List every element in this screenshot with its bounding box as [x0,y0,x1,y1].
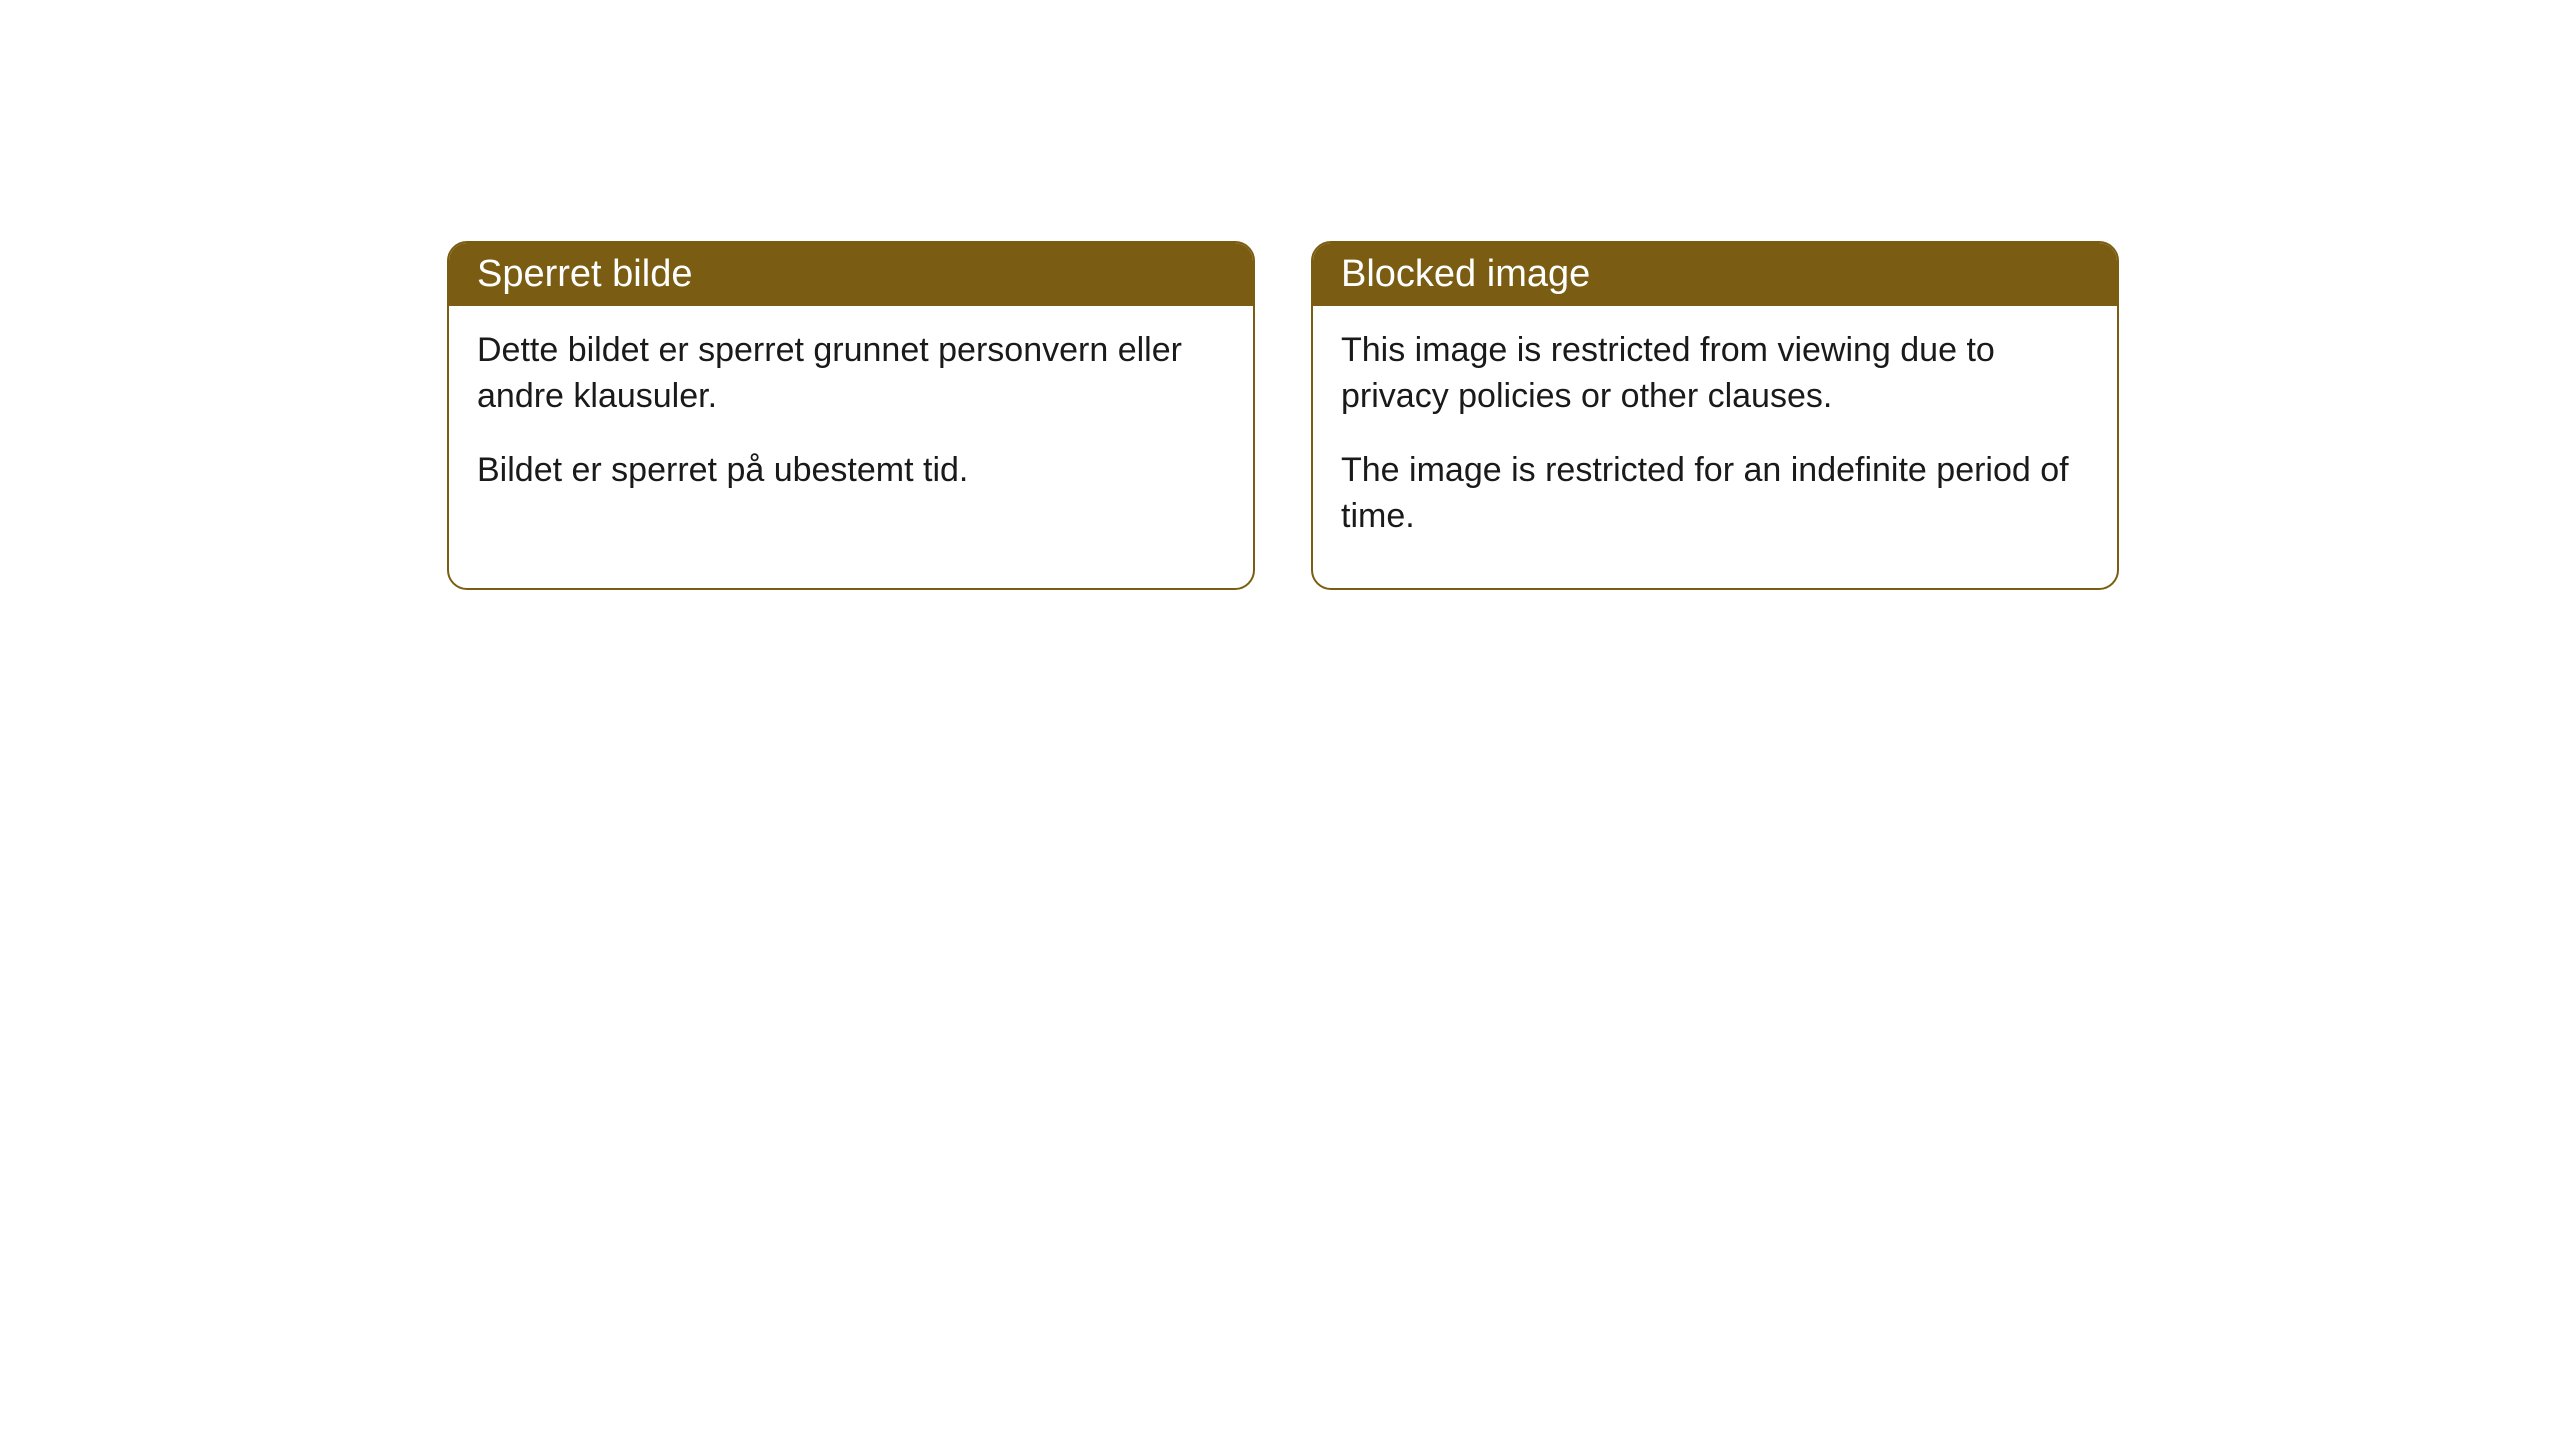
notice-card-norwegian: Sperret bilde Dette bildet er sperret gr… [447,241,1255,590]
card-title: Blocked image [1341,253,1590,295]
card-body: This image is restricted from viewing du… [1313,306,2117,588]
card-header: Sperret bilde [449,243,1253,306]
notice-card-english: Blocked image This image is restricted f… [1311,241,2119,590]
card-body: Dette bildet er sperret grunnet personve… [449,306,1253,542]
card-paragraph: Bildet er sperret på ubestemt tid. [477,448,1225,494]
card-paragraph: This image is restricted from viewing du… [1341,328,2089,420]
card-title: Sperret bilde [477,253,692,295]
notice-cards-container: Sperret bilde Dette bildet er sperret gr… [447,241,2119,590]
card-paragraph: The image is restricted for an indefinit… [1341,448,2089,540]
card-header: Blocked image [1313,243,2117,306]
card-paragraph: Dette bildet er sperret grunnet personve… [477,328,1225,420]
